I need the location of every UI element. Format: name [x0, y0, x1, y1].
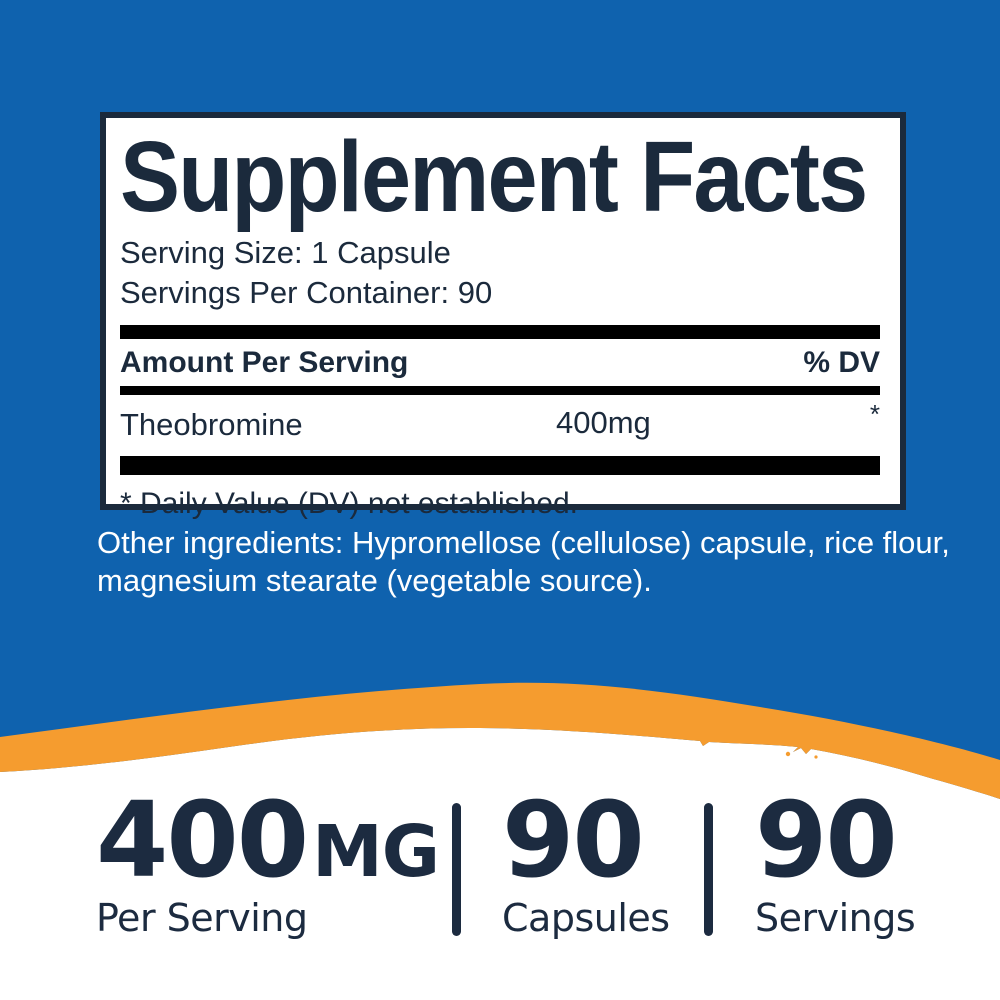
servings-per-container: Servings Per Container: 90 — [120, 274, 493, 310]
divider-bar-thick — [120, 324, 880, 339]
table-header-row: Amount Per Serving % DV — [120, 339, 880, 386]
panel-title: Supplement Facts — [120, 121, 868, 233]
dv-footnote: * Daily Value (DV) not established. — [120, 486, 578, 520]
stat-capsules-value: 90 — [502, 779, 645, 901]
stat-servings-label: Servings — [755, 896, 916, 941]
stat-dose-unit: MG — [312, 810, 440, 893]
ingredient-name: Theobromine — [120, 406, 303, 442]
stat-dose: 400 MG Per Serving — [96, 779, 440, 941]
stat-capsules: 90 Capsules — [502, 779, 670, 941]
ingredient-dv: * — [869, 398, 880, 429]
divider-bar-thick-bottom — [120, 455, 880, 475]
serving-size: Serving Size: 1 Capsule — [120, 235, 451, 270]
other-ingredients-line: magnesium stearate (vegetable source). — [97, 562, 652, 598]
supplement-facts-panel: Supplement Facts Serving Size: 1 Capsule… — [100, 112, 906, 520]
dv-header: % DV — [803, 345, 880, 379]
stat-servings-value: 90 — [755, 779, 898, 901]
stat-capsules-label: Capsules — [502, 896, 670, 941]
divider-bar-thin — [120, 385, 880, 395]
stat-divider — [452, 803, 461, 936]
stat-divider — [704, 803, 713, 936]
other-ingredients: Other ingredients: Hypromellose (cellulo… — [97, 524, 977, 600]
stat-dose-label: Per Serving — [96, 896, 308, 941]
ingredient-amount: 400mg — [556, 404, 651, 440]
stat-servings: 90 Servings — [755, 779, 916, 941]
stat-dose-value: 400 — [96, 779, 309, 901]
ingredient-row: Theobromine 400mg * — [120, 395, 880, 456]
other-ingredients-line: Other ingredients: Hypromellose (cellulo… — [97, 525, 950, 560]
amount-per-serving-header: Amount Per Serving — [120, 345, 409, 379]
